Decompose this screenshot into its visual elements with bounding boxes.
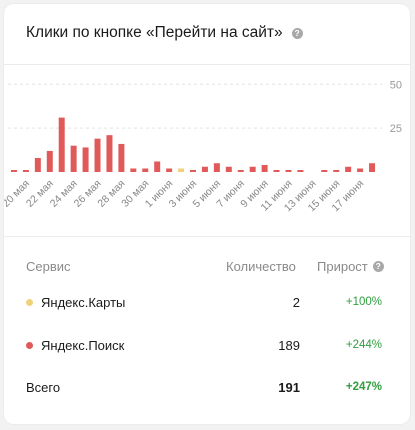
bar-search[interactable] [333, 170, 340, 172]
bar-search[interactable] [118, 143, 125, 172]
bar-search[interactable] [225, 166, 232, 172]
y-tick-label: 50 [390, 79, 402, 91]
bar-search[interactable] [237, 170, 244, 172]
bar-search[interactable] [82, 147, 89, 172]
header-growth: Прирост ? [317, 259, 384, 274]
row-search-name: Яндекс.Поиск [41, 338, 125, 353]
bar-search[interactable] [201, 166, 208, 172]
header-growth-label: Прирост [317, 259, 368, 274]
card-title-text: Клики по кнопке «Перейти на сайт» [26, 24, 283, 41]
row-search-count: 189 [278, 338, 300, 353]
bar-search[interactable] [190, 170, 196, 172]
row-total-growth: +247% [345, 381, 382, 393]
chart-divider [4, 236, 410, 237]
row-search: Яндекс.Поиск [26, 338, 124, 353]
bar-search[interactable] [213, 163, 220, 172]
bar-search[interactable] [142, 168, 149, 172]
bar-search[interactable] [154, 161, 161, 172]
bar-search[interactable] [357, 168, 364, 172]
bar-search[interactable] [261, 164, 268, 172]
row-total: Всего [26, 380, 60, 395]
clicks-card: Клики по кнопке «Перейти на сайт» ? 50 25… [4, 4, 410, 424]
bar-search[interactable] [273, 170, 280, 172]
row-maps: Яндекс.Карты [26, 295, 125, 310]
bar-search[interactable] [297, 170, 304, 172]
row-total-count: 191 [278, 380, 300, 395]
bar-search[interactable] [166, 168, 173, 172]
card-title: Клики по кнопке «Перейти на сайт» ? [26, 24, 303, 42]
header-service: Сервис [26, 259, 71, 274]
bar-search[interactable] [58, 117, 65, 172]
bar-search[interactable] [22, 170, 29, 172]
bar-search[interactable] [130, 168, 137, 172]
row-search-growth: +244% [345, 339, 382, 351]
bar-search[interactable] [10, 170, 17, 172]
row-maps-name: Яндекс.Карты [41, 295, 126, 310]
bar-search[interactable] [345, 166, 352, 172]
bar-search[interactable] [321, 170, 328, 172]
question-circle-icon[interactable]: ? [372, 261, 384, 272]
bar-search[interactable] [249, 166, 256, 172]
y-tick-label: 25 [390, 123, 402, 135]
bar-search[interactable] [106, 135, 113, 172]
row-maps-growth: +100% [345, 296, 382, 308]
bar-search[interactable] [34, 157, 41, 172]
bar-search[interactable] [70, 145, 77, 172]
bar-search[interactable] [46, 150, 53, 172]
bar-maps[interactable] [178, 168, 185, 172]
question-circle-icon[interactable]: ? [291, 27, 303, 39]
search-dot [26, 342, 33, 349]
row-maps-count: 2 [292, 295, 300, 310]
header-count: Количество [226, 259, 296, 274]
row-total-name: Всего [26, 380, 61, 395]
bar-search[interactable] [369, 163, 376, 172]
bar-search[interactable] [94, 138, 101, 172]
bar-search[interactable] [285, 170, 292, 172]
maps-dot [26, 299, 33, 306]
title-divider [4, 64, 410, 65]
